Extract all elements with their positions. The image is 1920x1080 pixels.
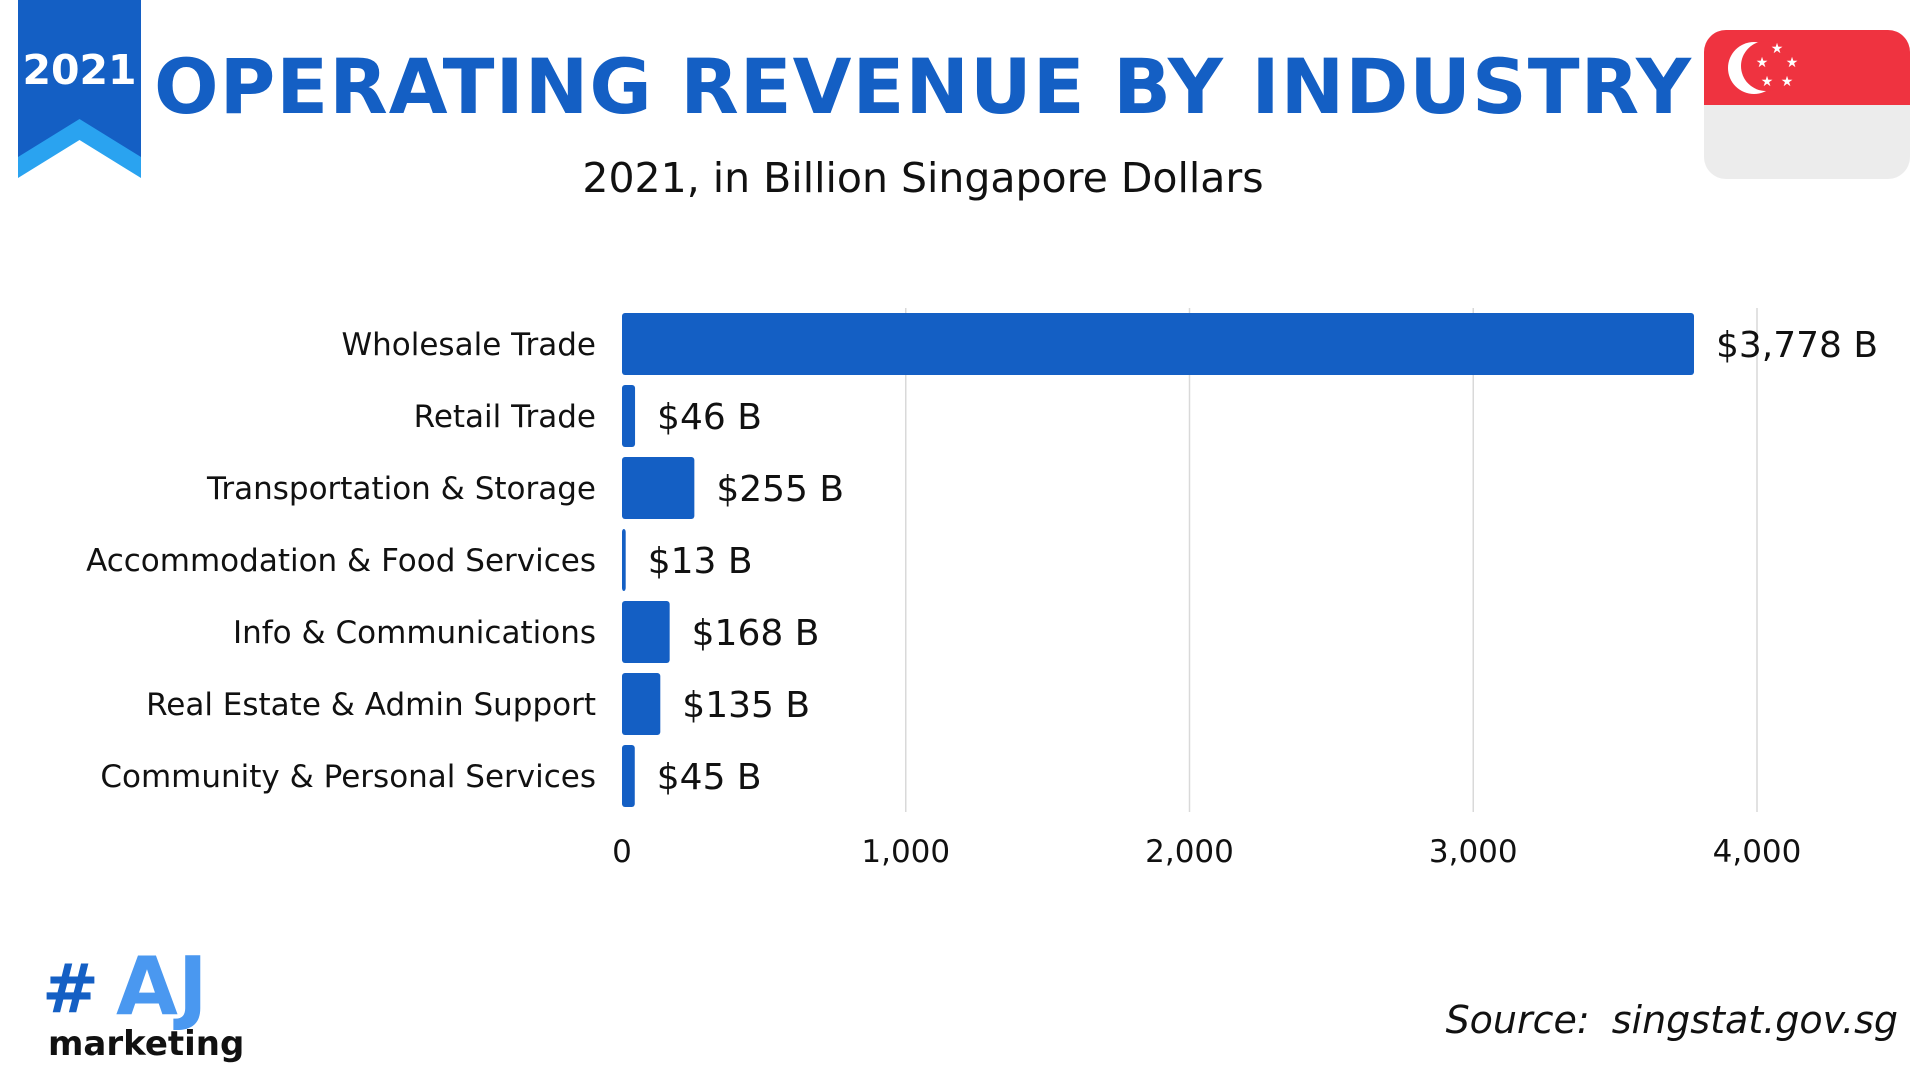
svg-text:★: ★ (1761, 74, 1774, 90)
bar (622, 457, 695, 519)
value-label: $45 B (657, 757, 762, 798)
category-label: Retail Trade (414, 399, 596, 435)
x-tick-label: 2,000 (1145, 834, 1234, 870)
category-label: Wholesale Trade (341, 327, 596, 363)
source-label: Source: (1445, 998, 1590, 1042)
value-label: $168 B (692, 613, 820, 654)
singapore-flag-icon: ★ ★ ★ ★ ★ (1704, 30, 1910, 179)
svg-text:★: ★ (1786, 55, 1799, 71)
year-ribbon-badge (18, 0, 141, 178)
category-label: Accommodation & Food Services (86, 543, 596, 579)
x-tick-label: 0 (612, 834, 632, 870)
svg-text:★: ★ (1771, 41, 1784, 57)
source-credit: Source: singstat.gov.sg (1446, 998, 1898, 1042)
aj-marketing-logo: # AJ marketing (42, 940, 245, 1064)
category-label: Real Estate & Admin Support (146, 687, 596, 723)
grid-lines (905, 308, 1758, 812)
value-label: $46 B (657, 397, 762, 438)
x-tick-label: 3,000 (1429, 834, 1518, 870)
value-label: $13 B (648, 541, 753, 582)
page-title: OPERATING REVENUE BY INDUSTRY (153, 42, 1692, 131)
category-labels: Wholesale Trade Retail Trade Transportatio… (86, 327, 596, 795)
x-tick-label: 1,000 (861, 834, 950, 870)
category-label: Info & Communications (233, 615, 596, 651)
value-label: $3,778 B (1716, 325, 1878, 366)
bar (622, 601, 670, 663)
category-label: Community & Personal Services (100, 759, 596, 795)
logo-hash-mark: # (42, 950, 99, 1029)
logo-letters: AJ (116, 940, 208, 1033)
value-labels: $3,778 B $46 B $255 B $13 B $168 B $135 B $45 … (648, 325, 1878, 798)
bar (622, 673, 661, 735)
bars (622, 313, 1695, 807)
bar (622, 745, 635, 807)
page-subtitle: 2021, in Billion Singapore Dollars (582, 154, 1264, 202)
bar (622, 529, 626, 591)
logo-wordmark: marketing (48, 1024, 245, 1064)
value-label: $255 B (716, 469, 844, 510)
x-tick-label: 4,000 (1713, 834, 1802, 870)
revenue-bar-chart: Wholesale Trade Retail Trade Transportatio… (86, 308, 1878, 870)
svg-text:★: ★ (1756, 55, 1769, 71)
bar (622, 385, 636, 447)
category-label: Transportation & Storage (206, 471, 596, 507)
source-site: singstat.gov.sg (1611, 998, 1898, 1042)
badge-year: 2021 (22, 46, 137, 94)
svg-text:★: ★ (1781, 74, 1794, 90)
bar (622, 313, 1695, 375)
value-label: $135 B (682, 685, 810, 726)
x-axis-tick-labels: 0 1,000 2,000 3,000 4,000 (612, 834, 1801, 870)
